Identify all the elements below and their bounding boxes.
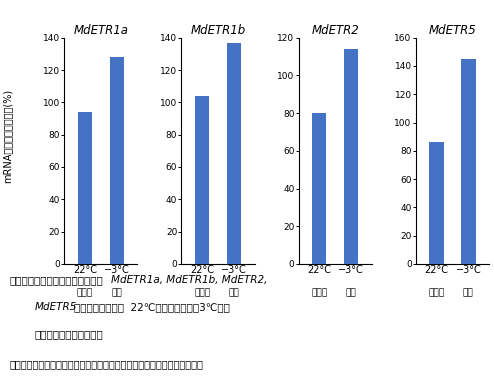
Text: 予冷: 予冷 [111, 289, 122, 298]
Text: 冷）　の温度処理の影響: 冷） の温度処理の影響 [35, 329, 103, 340]
Bar [110, 57, 124, 264]
Text: 予冷: 予冷 [346, 289, 357, 298]
Text: 無予冷: 無予冷 [77, 289, 93, 298]
Text: 無予冷: 無予冷 [311, 289, 328, 298]
Text: １）図の値は、収穫２日後（温度処理直後）における収穫１日後（温度処: １）図の値は、収穫２日後（温度処理直後）における収穫１日後（温度処 [10, 359, 204, 369]
Title: MdETR5: MdETR5 [429, 23, 476, 37]
Text: MdETR5: MdETR5 [35, 302, 77, 313]
Title: MdETR1b: MdETR1b [190, 23, 246, 37]
Bar [78, 112, 92, 264]
Bar [344, 49, 358, 264]
Bar [227, 43, 241, 264]
Text: 無予冷: 無予冷 [194, 289, 210, 298]
Bar [195, 96, 209, 264]
Text: 予冷: 予冷 [463, 289, 474, 298]
Text: 図３　エチレン受容体遺伝子（: 図３ エチレン受容体遺伝子（ [10, 275, 104, 285]
Text: 予冷: 予冷 [229, 289, 239, 298]
Text: mRNA発現レベル相対値(%): mRNA発現レベル相対値(%) [2, 89, 12, 183]
Bar [312, 113, 327, 264]
Text: MdETR1a, MdETR1b, MdETR2,: MdETR1a, MdETR1b, MdETR2, [111, 275, 268, 285]
Title: MdETR1a: MdETR1a [73, 23, 128, 37]
Title: MdETR2: MdETR2 [311, 23, 359, 37]
Bar [461, 59, 476, 264]
Bar [429, 143, 444, 264]
Text: 無予冷: 無予冷 [428, 289, 445, 298]
Text: ）の発現に及ぼす  22℃（無予冷）と－3℃（予: ）の発現に及ぼす 22℃（無予冷）と－3℃（予 [74, 302, 230, 313]
